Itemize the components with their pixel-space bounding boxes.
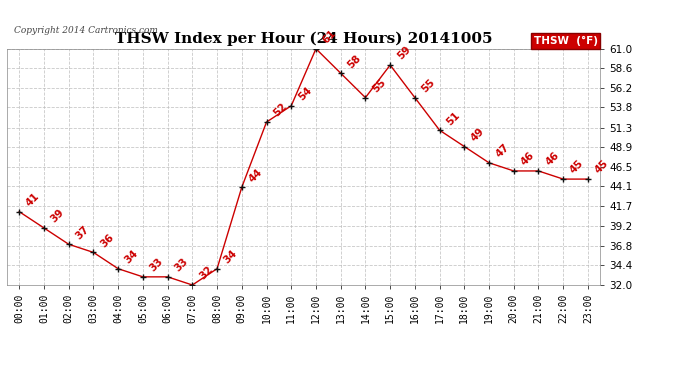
Text: 61: 61 <box>321 28 338 45</box>
Text: 33: 33 <box>148 256 165 274</box>
Text: 36: 36 <box>99 232 116 249</box>
Text: 45: 45 <box>593 158 610 176</box>
Text: 32: 32 <box>197 264 215 282</box>
Text: 44: 44 <box>247 166 264 184</box>
Text: 37: 37 <box>74 224 91 241</box>
Text: THSW  (°F): THSW (°F) <box>533 36 598 46</box>
Text: 51: 51 <box>444 110 462 127</box>
Text: 34: 34 <box>123 248 141 266</box>
Text: 55: 55 <box>371 77 388 94</box>
Text: 46: 46 <box>519 150 536 168</box>
Text: 58: 58 <box>346 53 363 70</box>
Text: 33: 33 <box>172 256 190 274</box>
Text: 39: 39 <box>49 207 66 225</box>
Text: 59: 59 <box>395 45 413 62</box>
Text: 34: 34 <box>222 248 239 266</box>
Text: 46: 46 <box>544 150 561 168</box>
Text: 49: 49 <box>469 126 486 143</box>
Text: 52: 52 <box>271 102 289 119</box>
Text: 47: 47 <box>494 142 511 159</box>
Text: 54: 54 <box>296 85 313 102</box>
Text: 55: 55 <box>420 77 437 94</box>
Title: THSW Index per Hour (24 Hours) 20141005: THSW Index per Hour (24 Hours) 20141005 <box>115 32 493 46</box>
Text: Copyright 2014 Cartronics.com: Copyright 2014 Cartronics.com <box>14 26 158 35</box>
Text: 45: 45 <box>568 158 586 176</box>
Text: 41: 41 <box>24 191 41 208</box>
